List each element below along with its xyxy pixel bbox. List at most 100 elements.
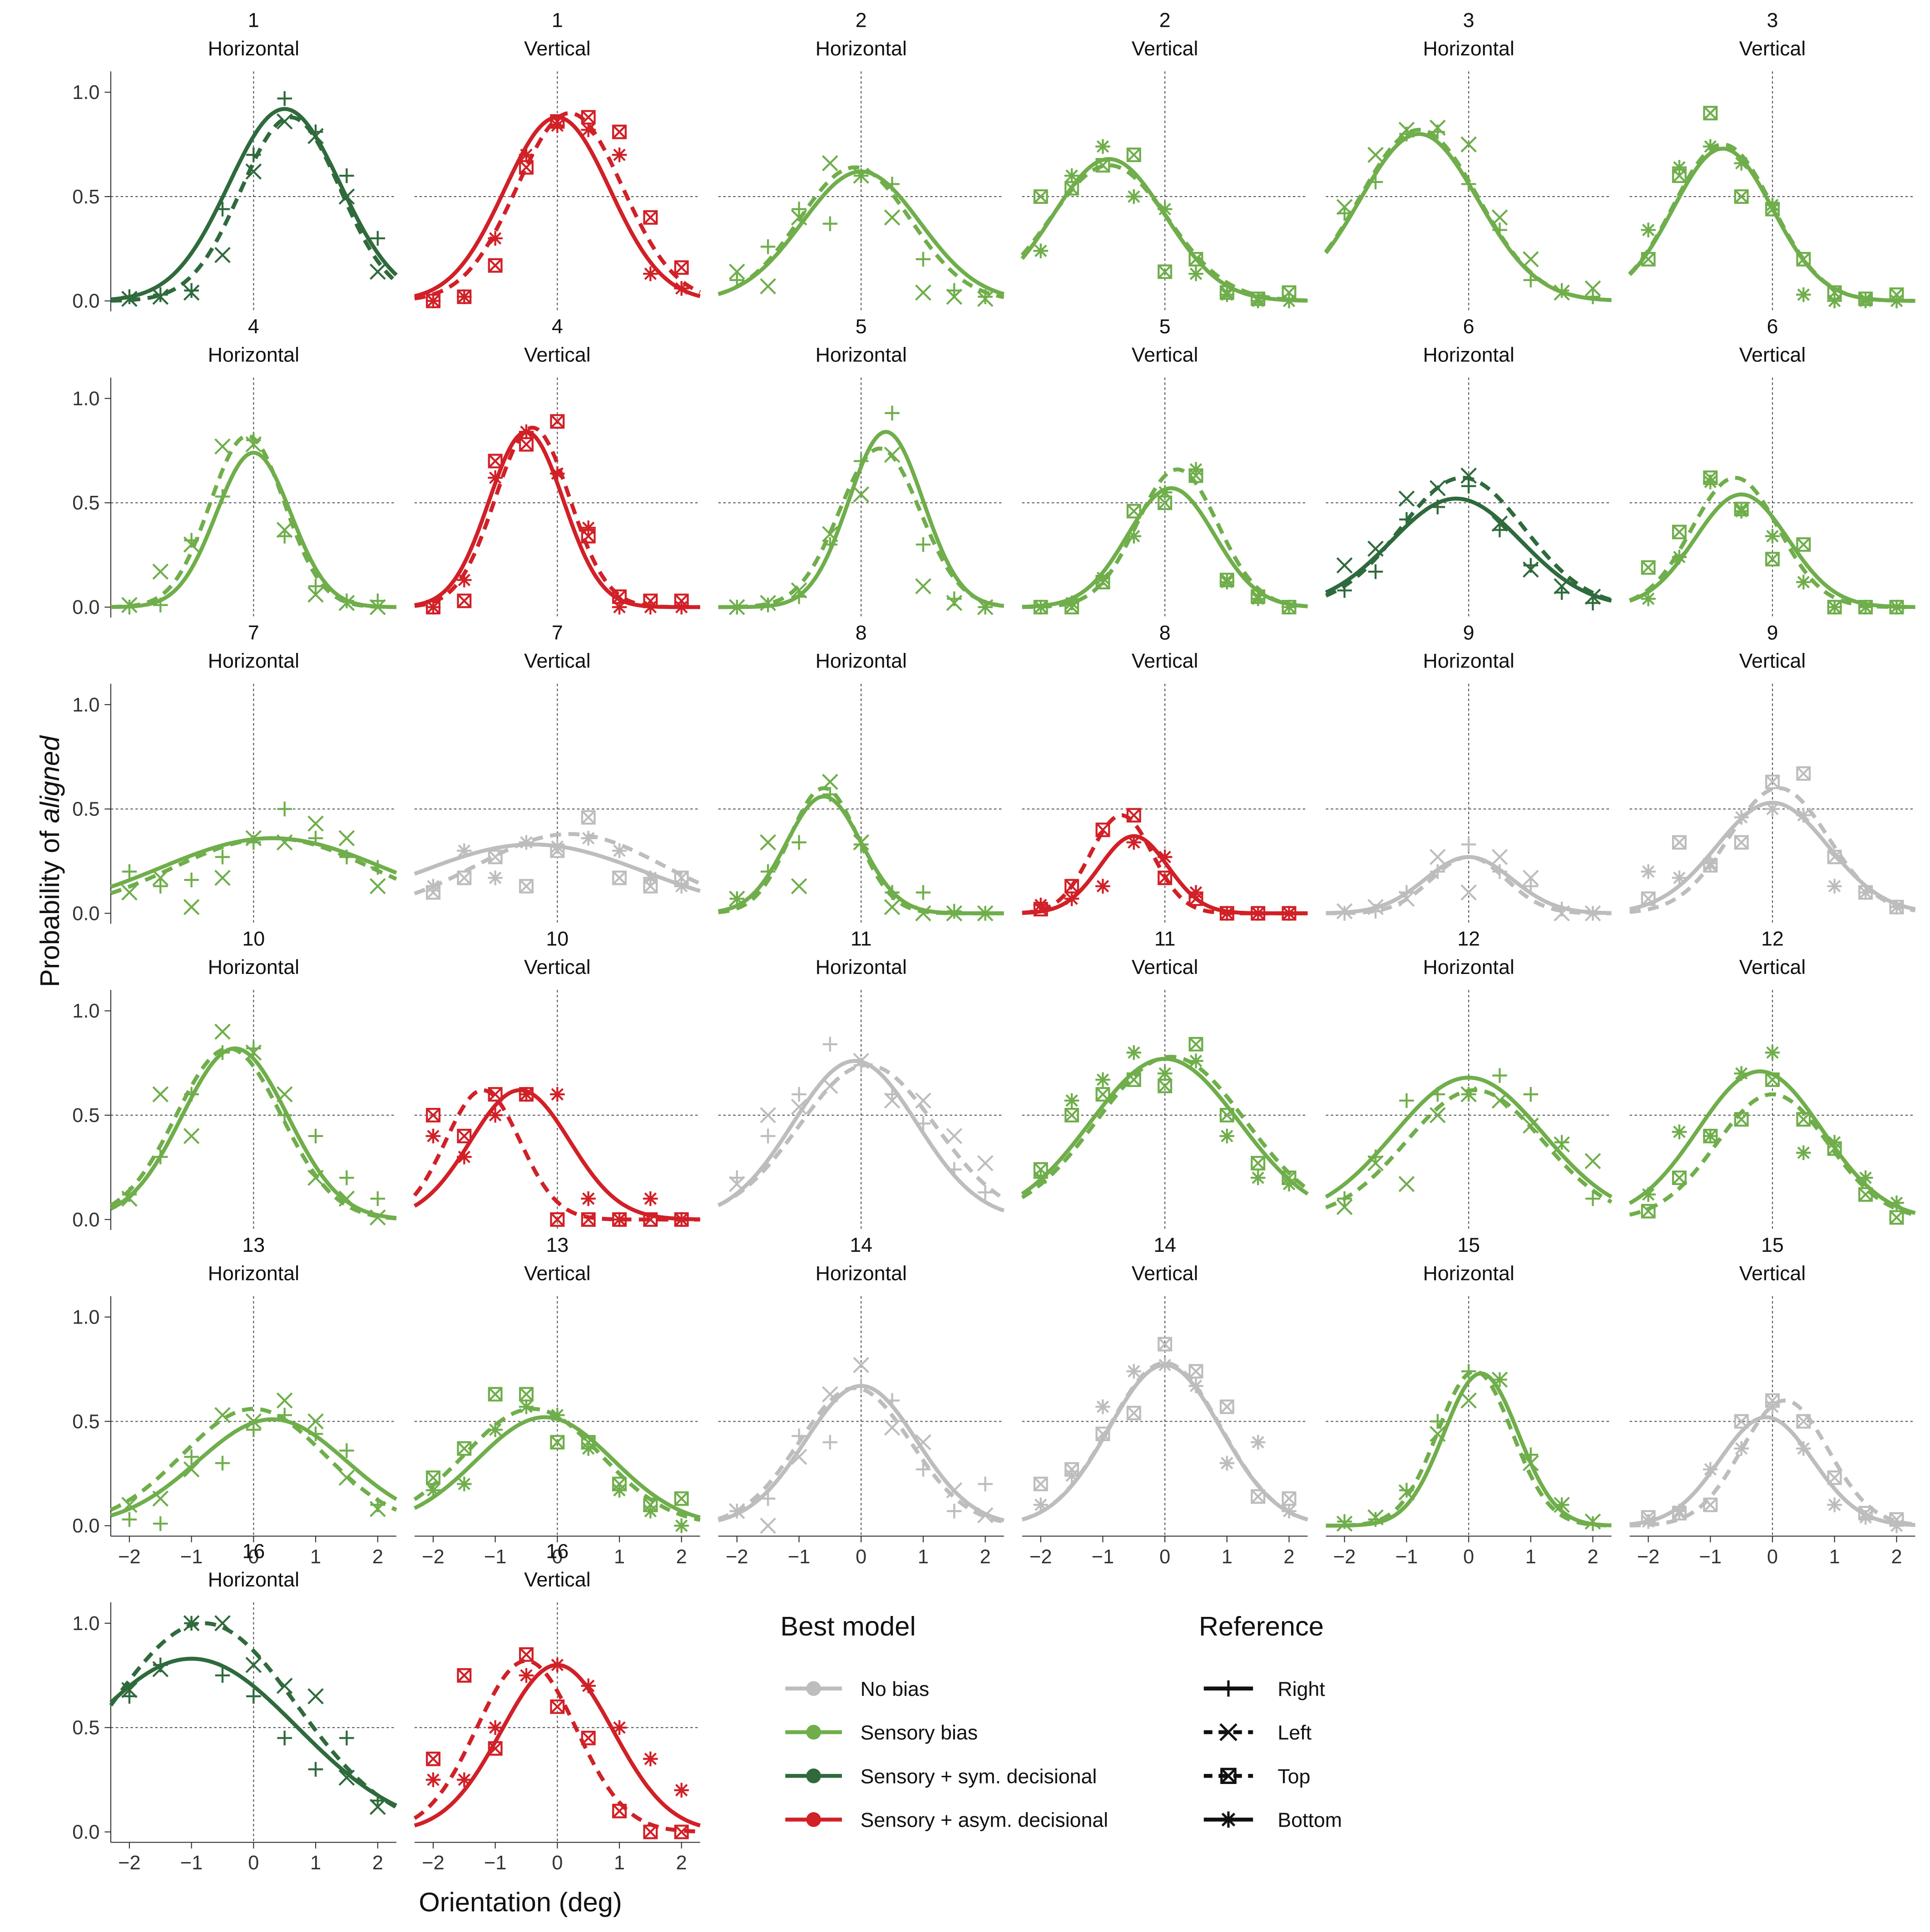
panel-10-horizontal: 10 Horizontal 0.0 0.5 1.0 xyxy=(72,928,397,1231)
data-point-left xyxy=(946,1482,963,1498)
legend-model-label: Sensory + asym. decisional xyxy=(861,1809,1109,1832)
data-point-bottom xyxy=(550,1408,565,1423)
panel-condition-label: Horizontal xyxy=(816,344,907,366)
data-point-top xyxy=(1827,850,1842,865)
x-tick-label: 0 xyxy=(552,1546,563,1568)
legend-reference-marker xyxy=(1219,1723,1237,1741)
data-point-bottom xyxy=(674,599,689,615)
data-point-right xyxy=(1430,1414,1445,1429)
data-point-right xyxy=(308,1762,323,1777)
data-point-left xyxy=(915,1434,931,1451)
data-point-left xyxy=(1554,1136,1570,1153)
data-point-bottom xyxy=(1188,266,1203,282)
data-point-right xyxy=(1523,272,1539,288)
data-point-bottom xyxy=(1796,287,1811,302)
data-point-bottom xyxy=(1250,293,1266,309)
data-point-right xyxy=(916,1116,931,1131)
data-point-bottom xyxy=(581,1441,596,1456)
data-point-left xyxy=(214,870,231,886)
data-point-bottom xyxy=(1703,1462,1718,1477)
panel-observer-label: 16 xyxy=(546,1540,569,1562)
panel-16-horizontal: 16 Horizontal 0.0 0.5 1.0 −2 −1 0 1 2 xyxy=(72,1540,397,1874)
x-tick-label: −2 xyxy=(1029,1546,1052,1568)
data-point-left xyxy=(760,278,776,295)
data-point-bottom xyxy=(1734,1441,1749,1456)
data-point-bottom xyxy=(1064,1468,1079,1483)
data-point-bottom xyxy=(1219,287,1235,302)
data-point-right xyxy=(1399,1093,1414,1108)
panel-observer-label: 1 xyxy=(248,10,259,32)
data-point-bottom xyxy=(581,830,596,846)
panel-6-vertical: 6 Vertical xyxy=(1629,316,1915,618)
data-point-bottom xyxy=(1033,1497,1049,1512)
data-point-bottom xyxy=(1765,529,1780,544)
data-point-bottom xyxy=(612,599,627,615)
data-point-left xyxy=(1523,1455,1539,1472)
data-point-left xyxy=(915,905,931,922)
data-point-bottom xyxy=(519,835,534,850)
data-point-bottom xyxy=(1033,599,1049,615)
panel-condition-label: Vertical xyxy=(1132,344,1198,366)
data-point-bottom xyxy=(674,1518,689,1533)
data-point-right xyxy=(1523,879,1539,894)
data-point-right xyxy=(978,289,993,304)
data-point-right xyxy=(153,598,168,613)
data-point-bottom xyxy=(1765,801,1780,816)
data-point-bottom xyxy=(550,118,565,133)
data-point-bottom xyxy=(1126,189,1142,204)
data-point-bottom xyxy=(1641,1187,1656,1202)
data-point-left xyxy=(245,1044,262,1061)
y-tick-label: 0.0 xyxy=(72,597,99,618)
data-point-left xyxy=(1460,467,1477,484)
data-point-right xyxy=(215,1668,230,1683)
panel-14-vertical: 14 Vertical −2 −1 0 1 2 xyxy=(1021,1234,1308,1568)
legend-reference-label: Right xyxy=(1277,1678,1325,1700)
data-point-right xyxy=(308,1426,323,1442)
panel-observer-label: 3 xyxy=(1463,10,1475,32)
data-point-bottom xyxy=(643,1751,658,1766)
data-point-top xyxy=(519,1387,534,1402)
x-tick-label: 1 xyxy=(1222,1546,1232,1568)
data-point-left xyxy=(791,1098,807,1115)
y-tick-label: 0.0 xyxy=(72,291,99,312)
data-point-left xyxy=(853,1052,870,1069)
data-point-bottom xyxy=(456,1772,472,1787)
data-point-bottom xyxy=(488,1422,503,1438)
legend-reference: Reference Right Left Top Bottom xyxy=(1199,1611,1342,1831)
x-tick-label: −2 xyxy=(118,1546,140,1568)
data-point-bottom xyxy=(1095,139,1110,154)
data-point-bottom xyxy=(1126,1045,1142,1060)
panel-observer-label: 14 xyxy=(1153,1234,1176,1256)
data-point-top xyxy=(1672,524,1687,539)
panel-1-horizontal: 1 Horizontal 0.0 0.5 1.0 xyxy=(72,10,398,312)
fit-curve-solid xyxy=(110,450,396,609)
panel-condition-label: Horizontal xyxy=(208,650,299,672)
data-point-bottom xyxy=(1641,222,1656,237)
data-point-left xyxy=(1491,515,1508,532)
data-point-bottom xyxy=(1250,906,1266,921)
legend-reference-label: Left xyxy=(1277,1722,1311,1744)
panel-observer-label: 12 xyxy=(1457,928,1480,950)
data-point-left xyxy=(183,1615,200,1631)
data-point-right xyxy=(277,1730,292,1746)
x-tick-label: 1 xyxy=(614,1546,625,1568)
data-point-right xyxy=(215,489,230,504)
data-point-right xyxy=(215,850,230,865)
data-point-bottom xyxy=(426,1128,441,1144)
data-point-right xyxy=(916,885,931,900)
data-point-top xyxy=(457,870,472,885)
data-point-bottom xyxy=(1703,1128,1718,1144)
data-point-top xyxy=(1126,504,1141,519)
data-point-left xyxy=(1491,1371,1508,1388)
data-point-left xyxy=(1523,251,1539,267)
y-axis-title-italic: aligned xyxy=(35,735,65,823)
panel-10-vertical: 10 Vertical xyxy=(413,928,700,1230)
fit-curve-dashed xyxy=(717,1063,1005,1207)
data-point-right xyxy=(1554,283,1569,298)
data-point-right xyxy=(822,1037,838,1052)
data-point-bottom xyxy=(1889,293,1904,309)
fit-curve-dashed xyxy=(413,1088,700,1222)
data-point-top xyxy=(1641,891,1656,906)
data-point-right xyxy=(184,1449,199,1464)
data-point-left xyxy=(1460,1392,1477,1409)
